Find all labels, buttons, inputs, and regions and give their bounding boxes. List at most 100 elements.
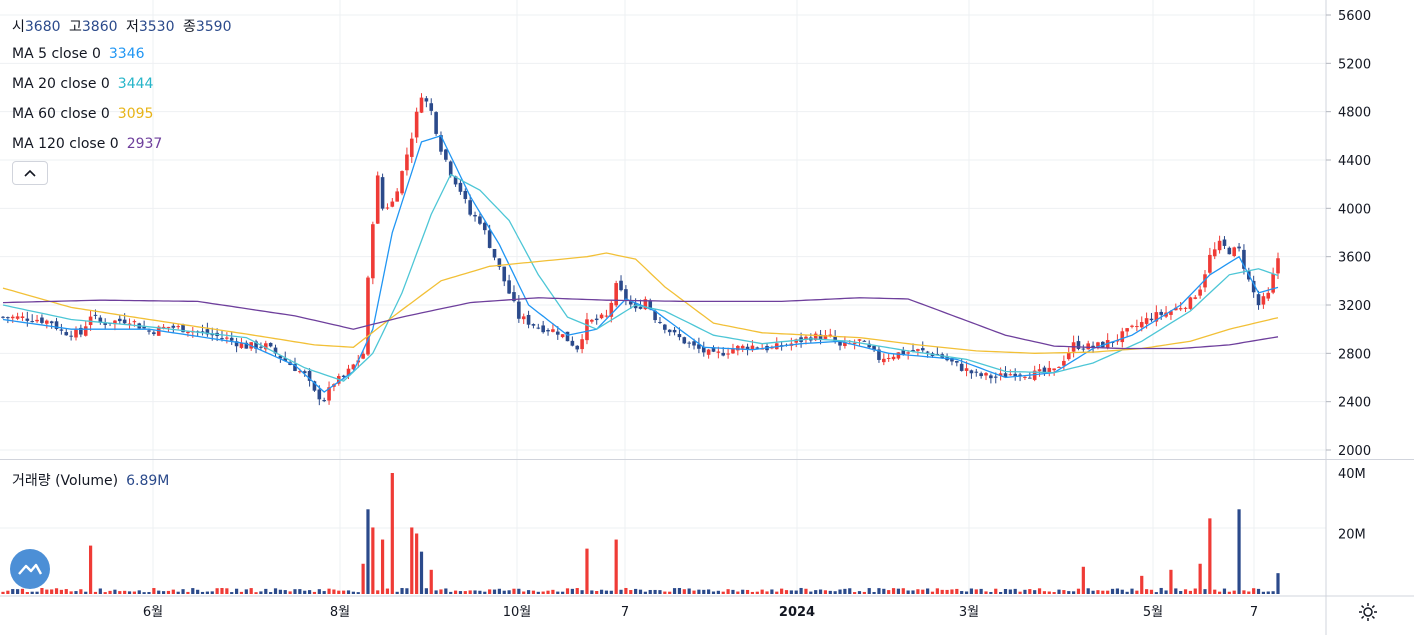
candle-body	[1144, 318, 1149, 324]
candle-body	[147, 330, 151, 332]
candle-body	[950, 358, 954, 362]
volume-bar	[1232, 590, 1236, 594]
volume-bar	[215, 588, 219, 594]
time-tick-label: 2024	[779, 605, 815, 620]
candle-body	[1169, 311, 1173, 315]
volume-bar	[1135, 590, 1139, 594]
volume-bar	[692, 590, 696, 594]
volume-bar	[565, 588, 570, 594]
ma120-legend[interactable]: MA 120 close 0 2937	[12, 136, 162, 152]
candle-body	[828, 334, 833, 336]
candle-body	[1178, 308, 1183, 310]
candle-body	[998, 373, 1003, 376]
candle-body	[852, 342, 857, 344]
candle-body	[1232, 247, 1237, 257]
candle-body	[546, 329, 550, 332]
candle-body	[585, 319, 589, 341]
candle-body	[366, 277, 370, 355]
volume-bar	[1003, 588, 1008, 594]
volume-bar	[848, 588, 852, 594]
volume-value: 6.89M	[126, 473, 170, 489]
candle-body	[570, 340, 575, 346]
volume-bar	[599, 589, 604, 594]
volume-bar	[1208, 518, 1212, 594]
ma5-legend[interactable]: MA 5 close 0 3346	[12, 46, 145, 62]
candle-body	[385, 207, 390, 209]
candle-body	[1018, 374, 1022, 376]
ma-line-ma5	[2, 135, 1279, 393]
volume-bar	[127, 591, 132, 594]
volume-bar	[950, 589, 954, 594]
volume-legend[interactable]: 거래량 (Volume) 6.89M	[12, 470, 169, 490]
volume-bar	[366, 509, 370, 594]
candle-body	[920, 348, 925, 351]
volume-bar	[828, 590, 832, 594]
volume-bar	[502, 590, 506, 594]
volume-bar	[492, 589, 497, 594]
volume-bar	[604, 590, 609, 594]
volume-bar	[984, 591, 988, 594]
candle-body	[263, 343, 268, 350]
price-tick-label: 4800	[1338, 106, 1371, 121]
ma60-legend[interactable]: MA 60 close 0 3095	[12, 106, 153, 122]
candle-body	[25, 318, 30, 321]
candle-body	[911, 350, 915, 352]
candle-body	[925, 351, 930, 353]
volume-bar	[877, 588, 881, 594]
candle-body	[1013, 373, 1018, 377]
candle-body	[6, 317, 10, 319]
volume-bar	[317, 589, 321, 594]
volume-bar	[546, 590, 550, 594]
volume-bar	[1096, 590, 1100, 594]
volume-bar	[322, 591, 326, 594]
collapse-legend-button[interactable]	[12, 161, 48, 185]
volume-bar	[731, 589, 735, 594]
candle-body	[843, 342, 847, 347]
candle-body	[181, 324, 185, 333]
volume-bar	[123, 590, 127, 594]
volume-bar	[585, 548, 589, 594]
volume-bar	[663, 591, 667, 594]
chart-settings-button[interactable]	[1356, 600, 1380, 624]
candle-body	[283, 358, 288, 361]
chevron-up-icon	[24, 169, 36, 177]
candle-body	[375, 175, 380, 224]
candle-body	[49, 321, 54, 324]
volume-bar	[1, 591, 5, 594]
volume-bar	[1198, 563, 1202, 594]
candle-body	[526, 314, 531, 325]
candle-body	[1208, 254, 1212, 273]
candle-body	[1028, 377, 1032, 379]
candle-body	[813, 333, 818, 341]
volume-bar	[1149, 589, 1154, 594]
volume-bar	[166, 590, 171, 594]
volume-bar	[293, 589, 297, 594]
candle-body	[599, 314, 604, 319]
candle-body	[590, 319, 594, 322]
price-tick-label: 4400	[1338, 154, 1371, 169]
candle-body	[444, 149, 448, 160]
volume-bar	[935, 588, 939, 594]
candle-body	[1, 316, 5, 318]
volume-bar	[1086, 588, 1090, 594]
ma20-legend[interactable]: MA 20 close 0 3444	[12, 76, 153, 92]
volume-bar	[1164, 590, 1168, 594]
volume-bar	[1271, 591, 1275, 594]
candle-body	[268, 342, 273, 347]
candle-body	[152, 332, 156, 335]
candle-body	[1227, 247, 1232, 255]
volume-bar	[45, 589, 49, 594]
volume-bar	[843, 588, 847, 594]
volume-bar	[634, 588, 638, 594]
volume-bar	[79, 589, 83, 594]
candle-body	[1159, 311, 1164, 315]
ma120-label: MA 120 close 0	[12, 136, 119, 152]
candle-body	[1042, 367, 1047, 373]
candle-body	[497, 258, 502, 267]
tradingview-logo[interactable]	[10, 549, 50, 589]
candle-body	[15, 316, 20, 319]
volume-bar	[614, 539, 618, 594]
volume-bar	[361, 563, 365, 594]
volume-bar	[35, 591, 39, 594]
